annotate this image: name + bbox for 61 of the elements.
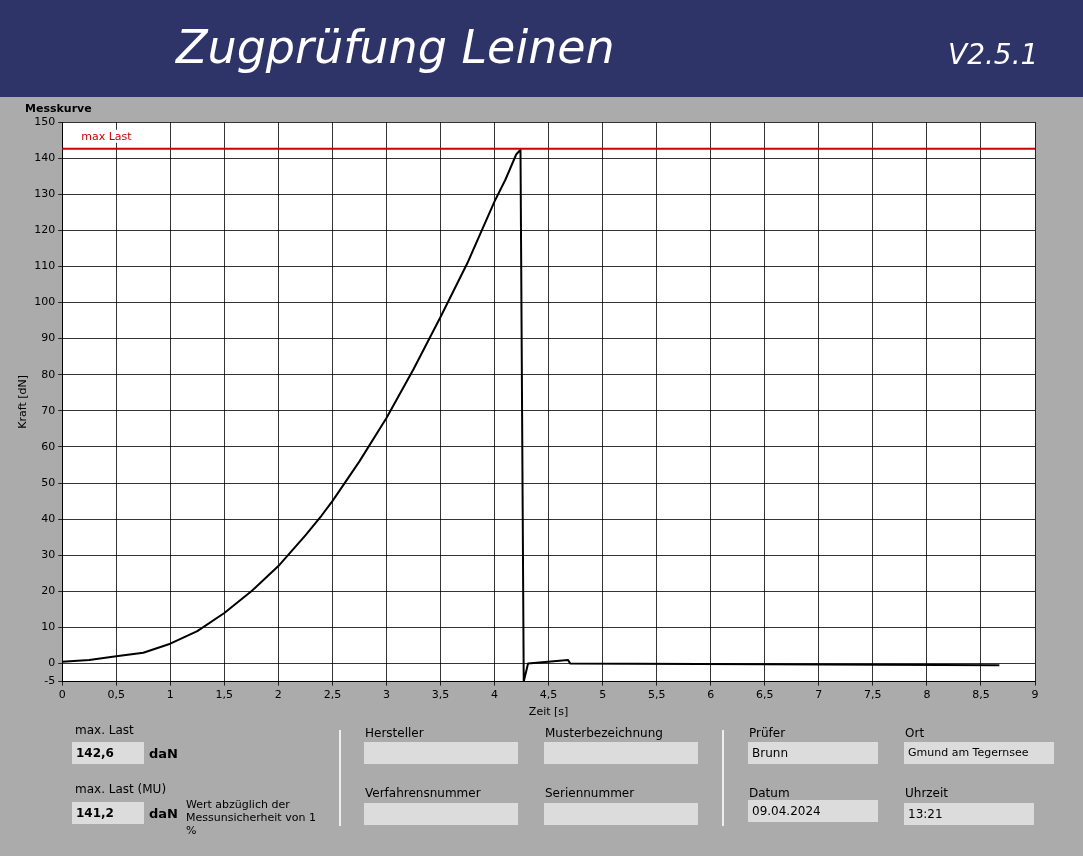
y-tick-label: 20	[41, 584, 56, 598]
text: max. Last (MU)	[75, 782, 167, 796]
y-axis-title: Kraft [dN]	[16, 374, 30, 429]
x-tick-label: 4	[491, 688, 499, 702]
x-tick-label: 2	[274, 688, 282, 702]
x-tick-label: 1,5	[215, 688, 234, 702]
text-field: 141,2	[72, 802, 144, 824]
x-tick-label: 6,5	[756, 688, 774, 702]
y-tick-label: 0	[48, 656, 56, 670]
y-tick-label: 50	[41, 475, 56, 489]
y-tick-label: 30	[41, 548, 56, 562]
text: Messkurve	[25, 102, 92, 115]
text: daN	[149, 746, 178, 761]
x-tick-label: 5	[599, 688, 607, 702]
y-tick-label: -5	[44, 674, 56, 688]
x-tick-label: 7	[815, 688, 823, 702]
x-tick-label: 9	[1031, 688, 1039, 702]
x-tick-label: 3	[382, 688, 390, 702]
text-field: 13:21	[904, 803, 1034, 825]
x-tick-label: 8,5	[972, 688, 990, 702]
ref-line-label: max Last	[81, 130, 133, 144]
text: Uhrzeit	[905, 786, 949, 800]
text-field: 142,6	[72, 742, 144, 764]
y-tick-label: 40	[41, 511, 56, 525]
x-tick-label: 0,5	[107, 688, 125, 702]
x-tick-label: 8	[923, 688, 931, 702]
y-tick-label: 150	[34, 114, 56, 128]
text: Seriennummer	[545, 786, 635, 800]
text: Musterbezeichnung	[545, 726, 663, 740]
text: Prüfer	[749, 726, 786, 740]
x-tick-label: 6	[707, 688, 715, 702]
x-tick-label: 5,5	[647, 688, 666, 702]
text: max. Last	[75, 723, 134, 737]
x-tick-label: 3,5	[431, 688, 450, 702]
x-tick-label: 4,5	[539, 688, 558, 702]
text: daN	[149, 806, 178, 821]
text: Wert abzüglich der Messunsicherheit von 1 %	[186, 798, 317, 837]
chart-title: Zugprüfung Leinen	[176, 20, 615, 74]
text: Ort	[905, 726, 925, 740]
text-field: Gmund am Tegernsee	[904, 742, 1054, 764]
x-tick-label: 0	[58, 688, 66, 702]
y-tick-label: 140	[34, 150, 56, 164]
text-field: 09.04.2024	[748, 800, 878, 822]
y-tick-label: 10	[41, 620, 56, 634]
text-field: Brunn	[748, 742, 878, 764]
y-tick-label: 70	[41, 403, 56, 417]
x-tick-label: 7,5	[864, 688, 882, 702]
chart-subtitle: V2.5.1	[948, 38, 1039, 71]
x-tick-label: 1	[166, 688, 174, 702]
x-axis-title: Zeit [s]	[528, 705, 569, 719]
text: Hersteller	[365, 726, 424, 740]
y-tick-label: 120	[34, 223, 56, 237]
y-tick-label: 80	[41, 367, 56, 381]
text: Datum	[749, 786, 790, 800]
y-tick-label: 100	[34, 295, 56, 309]
y-tick-label: 130	[34, 187, 56, 201]
text: Verfahrensnummer	[365, 786, 481, 800]
y-tick-label: 60	[41, 439, 56, 453]
y-tick-label: 110	[34, 259, 56, 273]
x-tick-label: 2,5	[323, 688, 342, 702]
y-tick-label: 90	[41, 331, 56, 345]
